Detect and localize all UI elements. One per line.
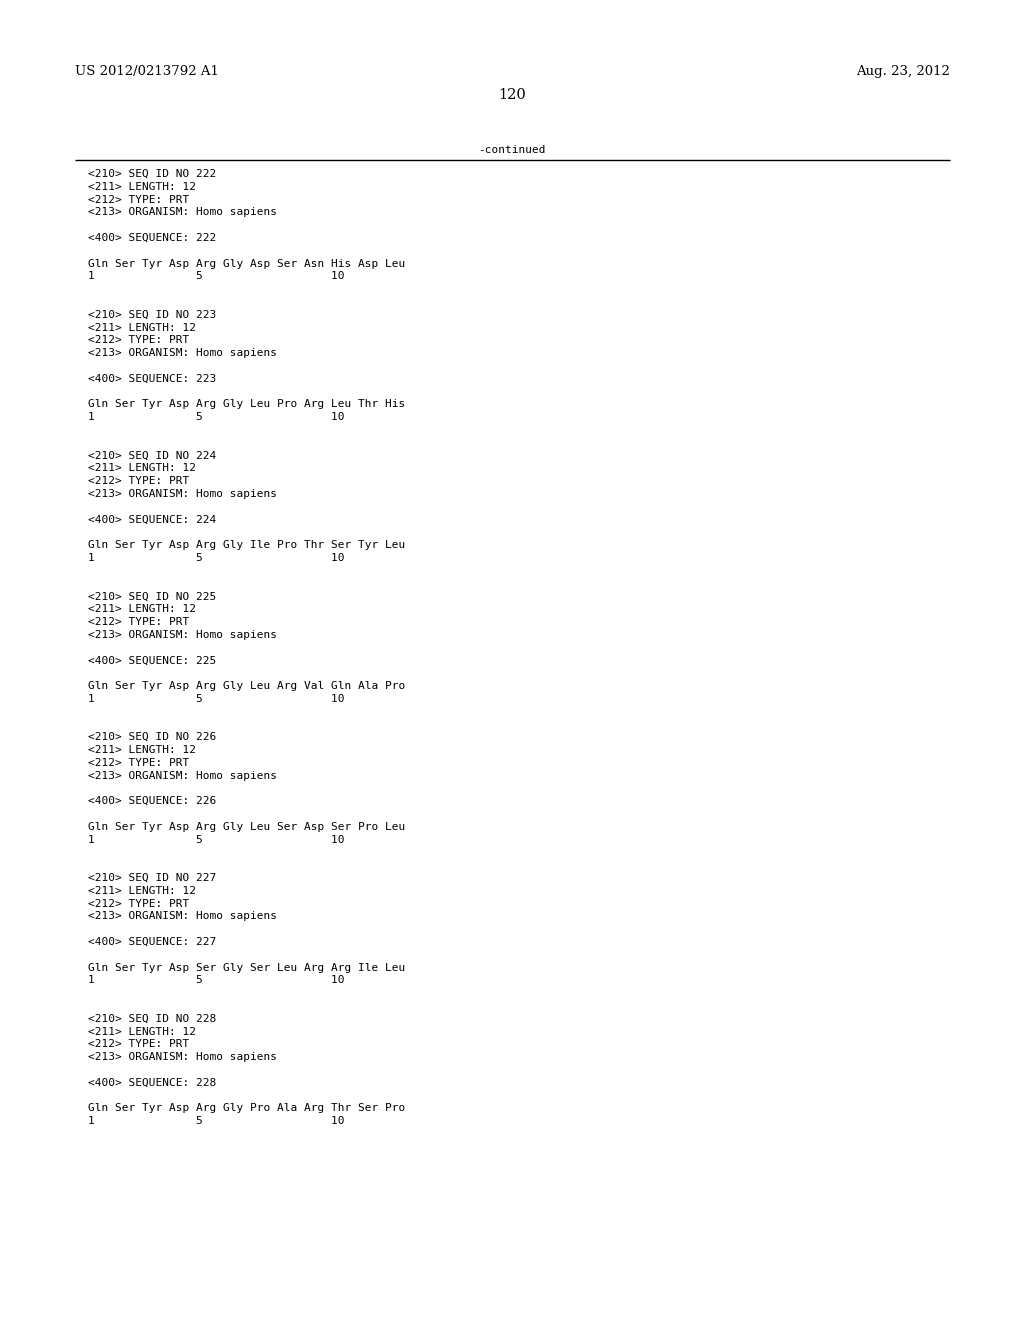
Text: US 2012/0213792 A1: US 2012/0213792 A1 — [75, 65, 219, 78]
Text: <210> SEQ ID NO 222: <210> SEQ ID NO 222 — [88, 169, 216, 180]
Text: <210> SEQ ID NO 227: <210> SEQ ID NO 227 — [88, 873, 216, 883]
Text: <210> SEQ ID NO 224: <210> SEQ ID NO 224 — [88, 450, 216, 461]
Text: Gln Ser Tyr Asp Arg Gly Asp Ser Asn His Asp Leu: Gln Ser Tyr Asp Arg Gly Asp Ser Asn His … — [88, 259, 406, 268]
Text: <212> TYPE: PRT: <212> TYPE: PRT — [88, 616, 189, 627]
Text: <211> LENGTH: 12: <211> LENGTH: 12 — [88, 744, 196, 755]
Text: Gln Ser Tyr Asp Ser Gly Ser Leu Arg Arg Ile Leu: Gln Ser Tyr Asp Ser Gly Ser Leu Arg Arg … — [88, 962, 406, 973]
Text: <212> TYPE: PRT: <212> TYPE: PRT — [88, 335, 189, 346]
Text: 1               5                   10: 1 5 10 — [88, 694, 344, 704]
Text: 1               5                   10: 1 5 10 — [88, 412, 344, 422]
Text: Gln Ser Tyr Asp Arg Gly Pro Ala Arg Thr Ser Pro: Gln Ser Tyr Asp Arg Gly Pro Ala Arg Thr … — [88, 1104, 406, 1113]
Text: <213> ORGANISM: Homo sapiens: <213> ORGANISM: Homo sapiens — [88, 348, 278, 358]
Text: Gln Ser Tyr Asp Arg Gly Leu Pro Arg Leu Thr His: Gln Ser Tyr Asp Arg Gly Leu Pro Arg Leu … — [88, 400, 406, 409]
Text: <210> SEQ ID NO 223: <210> SEQ ID NO 223 — [88, 310, 216, 319]
Text: <213> ORGANISM: Homo sapiens: <213> ORGANISM: Homo sapiens — [88, 207, 278, 218]
Text: 120: 120 — [498, 88, 526, 102]
Text: 1               5                   10: 1 5 10 — [88, 834, 344, 845]
Text: <213> ORGANISM: Homo sapiens: <213> ORGANISM: Homo sapiens — [88, 630, 278, 640]
Text: Gln Ser Tyr Asp Arg Gly Leu Arg Val Gln Ala Pro: Gln Ser Tyr Asp Arg Gly Leu Arg Val Gln … — [88, 681, 406, 690]
Text: <212> TYPE: PRT: <212> TYPE: PRT — [88, 477, 189, 486]
Text: <210> SEQ ID NO 225: <210> SEQ ID NO 225 — [88, 591, 216, 602]
Text: <211> LENGTH: 12: <211> LENGTH: 12 — [88, 322, 196, 333]
Text: <400> SEQUENCE: 226: <400> SEQUENCE: 226 — [88, 796, 216, 807]
Text: <213> ORGANISM: Homo sapiens: <213> ORGANISM: Homo sapiens — [88, 1052, 278, 1063]
Text: <210> SEQ ID NO 228: <210> SEQ ID NO 228 — [88, 1014, 216, 1024]
Text: <400> SEQUENCE: 224: <400> SEQUENCE: 224 — [88, 515, 216, 524]
Text: -continued: -continued — [478, 145, 546, 154]
Text: Aug. 23, 2012: Aug. 23, 2012 — [856, 65, 950, 78]
Text: <211> LENGTH: 12: <211> LENGTH: 12 — [88, 1027, 196, 1036]
Text: <213> ORGANISM: Homo sapiens: <213> ORGANISM: Homo sapiens — [88, 488, 278, 499]
Text: Gln Ser Tyr Asp Arg Gly Leu Ser Asp Ser Pro Leu: Gln Ser Tyr Asp Arg Gly Leu Ser Asp Ser … — [88, 822, 406, 832]
Text: <212> TYPE: PRT: <212> TYPE: PRT — [88, 1039, 189, 1049]
Text: <400> SEQUENCE: 228: <400> SEQUENCE: 228 — [88, 1078, 216, 1088]
Text: 1               5                   10: 1 5 10 — [88, 553, 344, 564]
Text: <211> LENGTH: 12: <211> LENGTH: 12 — [88, 463, 196, 474]
Text: <400> SEQUENCE: 227: <400> SEQUENCE: 227 — [88, 937, 216, 946]
Text: Gln Ser Tyr Asp Arg Gly Ile Pro Thr Ser Tyr Leu: Gln Ser Tyr Asp Arg Gly Ile Pro Thr Ser … — [88, 540, 406, 550]
Text: <212> TYPE: PRT: <212> TYPE: PRT — [88, 899, 189, 908]
Text: <211> LENGTH: 12: <211> LENGTH: 12 — [88, 886, 196, 896]
Text: <213> ORGANISM: Homo sapiens: <213> ORGANISM: Homo sapiens — [88, 911, 278, 921]
Text: 1               5                   10: 1 5 10 — [88, 975, 344, 986]
Text: <400> SEQUENCE: 222: <400> SEQUENCE: 222 — [88, 234, 216, 243]
Text: 1               5                   10: 1 5 10 — [88, 1117, 344, 1126]
Text: <400> SEQUENCE: 225: <400> SEQUENCE: 225 — [88, 656, 216, 665]
Text: <212> TYPE: PRT: <212> TYPE: PRT — [88, 758, 189, 768]
Text: <400> SEQUENCE: 223: <400> SEQUENCE: 223 — [88, 374, 216, 384]
Text: <213> ORGANISM: Homo sapiens: <213> ORGANISM: Homo sapiens — [88, 771, 278, 780]
Text: <211> LENGTH: 12: <211> LENGTH: 12 — [88, 182, 196, 191]
Text: <211> LENGTH: 12: <211> LENGTH: 12 — [88, 605, 196, 614]
Text: <210> SEQ ID NO 226: <210> SEQ ID NO 226 — [88, 733, 216, 742]
Text: <212> TYPE: PRT: <212> TYPE: PRT — [88, 194, 189, 205]
Text: 1               5                   10: 1 5 10 — [88, 272, 344, 281]
